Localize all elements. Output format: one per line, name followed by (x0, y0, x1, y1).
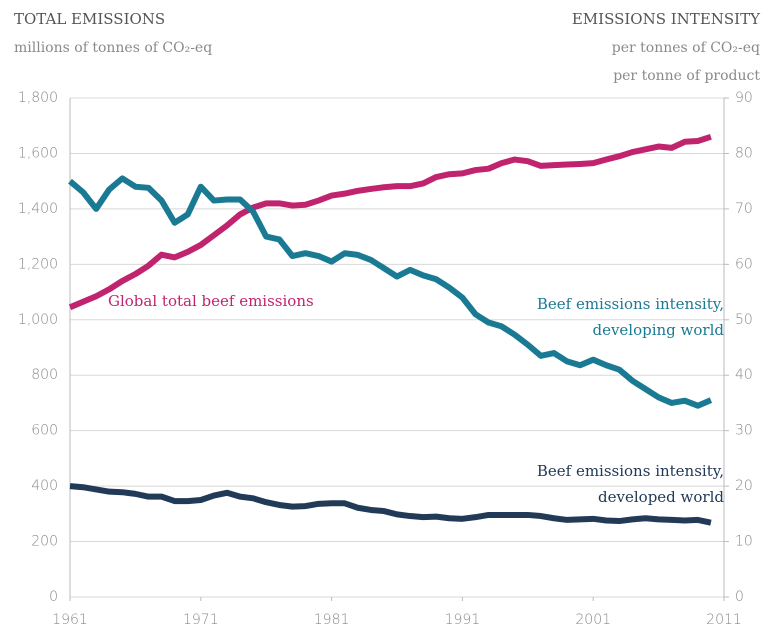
x-tick-label: 2001 (575, 612, 611, 628)
y-tick-label: 1,400 (18, 201, 58, 217)
right-axis-subtitle: per tonnes of CO₂-eq (612, 40, 760, 56)
series-label-line: developed world (598, 488, 724, 506)
y-tick-label: 1,200 (18, 256, 58, 272)
series-label: Global total beef emissions (108, 292, 314, 310)
y-tick-label: 1,600 (18, 145, 58, 161)
y-tick-label: 0 (49, 589, 58, 605)
y-tick-label: 400 (31, 478, 58, 494)
series-label-line: developing world (592, 321, 724, 339)
y2-tick-label: 20 (735, 478, 753, 494)
y2-tick-label: 40 (735, 367, 753, 383)
series-label: Beef emissions intensity, developed world (537, 462, 725, 506)
y2-tick-label: 10 (735, 534, 753, 550)
right-axis-subtitle: per tonne of product (613, 68, 760, 84)
y2-tick-label: 90 (735, 90, 753, 106)
series-line (68, 133, 712, 311)
y-tick-label: 200 (31, 534, 58, 550)
left-axis-subtitle: millions of tonnes of CO₂-eq (14, 40, 212, 56)
series-label: Beef emissions intensity, developing worl… (537, 295, 725, 339)
right-axis-title: EMISSIONS INTENSITY (572, 10, 761, 28)
x-tick-label: 2011 (706, 612, 742, 628)
series-label-line: Beef emissions intensity, (537, 295, 724, 313)
x-tick-label: 1971 (183, 612, 219, 628)
y-tick-label: 1,000 (18, 312, 58, 328)
y2-tick-label: 80 (735, 145, 753, 161)
left-axis-title: TOTAL EMISSIONS (14, 10, 165, 28)
y2-tick-label: 30 (735, 423, 753, 439)
series-line (68, 175, 713, 409)
y-tick-label: 600 (31, 423, 58, 439)
x-tick-label: 1961 (52, 612, 88, 628)
y-tick-label: 800 (31, 367, 58, 383)
y2-tick-label: 50 (735, 312, 753, 328)
y2-tick-label: 60 (735, 256, 753, 272)
x-tick-label: 1981 (314, 612, 350, 628)
x-tick-label: 1991 (445, 612, 481, 628)
y2-tick-label: 70 (735, 201, 753, 217)
series-line (69, 483, 712, 526)
y2-tick-label: 0 (735, 589, 744, 605)
series-label-line: Beef emissions intensity, (537, 462, 724, 480)
y-tick-label: 1,800 (18, 90, 58, 106)
